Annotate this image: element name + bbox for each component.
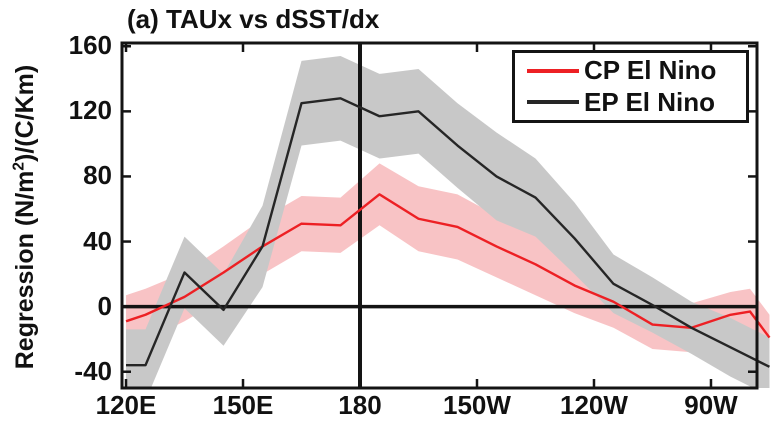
legend-item-cp: CP El Nino [527, 55, 738, 86]
x-tick-label: 150E [212, 390, 274, 420]
legend-label-ep: EP El Nino [584, 86, 715, 117]
y-tick-label: 0 [97, 290, 112, 321]
cp-line-sample [527, 68, 579, 73]
y-tick-label: 120 [68, 95, 112, 126]
ep-line-sample [527, 100, 579, 105]
legend: CP El Nino EP El Nino [512, 50, 749, 123]
y-tick-label: 160 [68, 30, 112, 61]
x-tick-label: 120E [95, 390, 157, 420]
x-tick-label: 90W [684, 390, 738, 420]
x-tick-label: 180 [338, 390, 382, 420]
plot-frame [120, 41, 759, 390]
y-tick-label: 40 [83, 225, 112, 256]
cp-uncertainty-band [126, 163, 770, 361]
x-tick-label: 120W [560, 390, 628, 420]
chart-title: (a) TAUx vs dSST/dx [127, 4, 380, 34]
legend-label-cp: CP El Nino [584, 55, 717, 86]
y-tick-label: 80 [83, 160, 112, 191]
plot-content [122, 43, 771, 388]
ep-line [126, 97, 771, 368]
y-tick-label: -40 [74, 355, 112, 386]
x-tick-label: 150W [443, 390, 511, 420]
legend-item-ep: EP El Nino [527, 87, 738, 118]
